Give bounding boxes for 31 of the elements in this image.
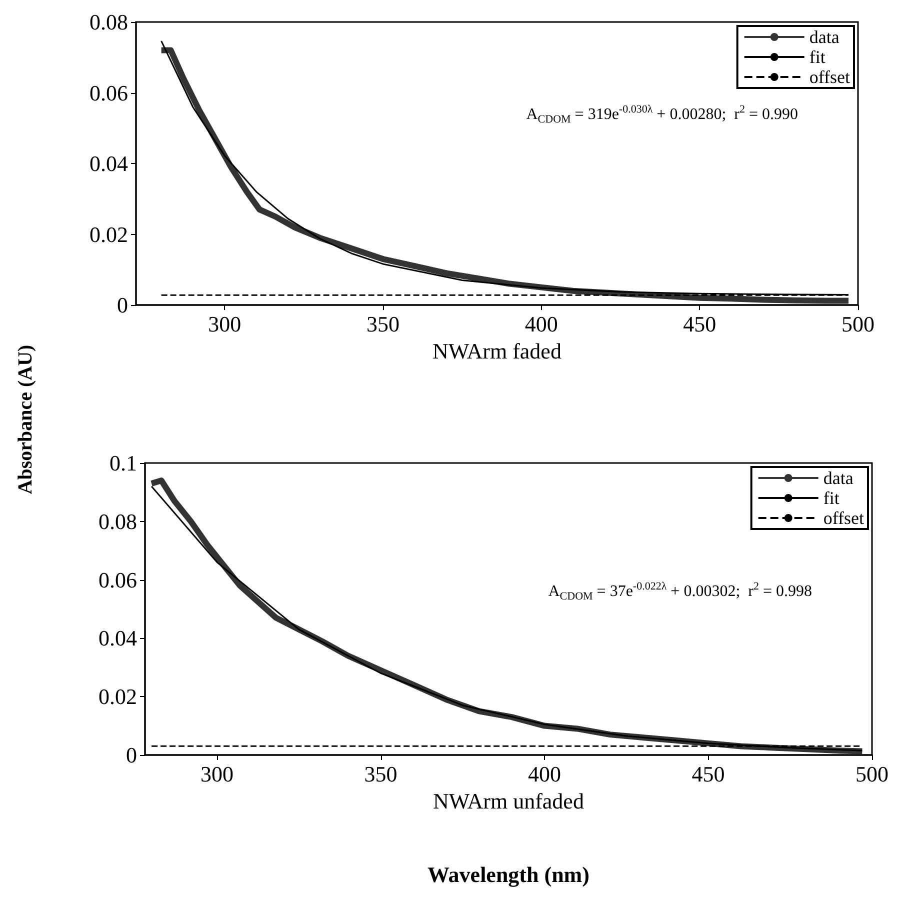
legend-label: data bbox=[809, 27, 840, 47]
x-axis-title: NWArm unfaded bbox=[433, 788, 584, 814]
y-tick-label: 0.08 bbox=[90, 10, 128, 34]
y-tick-label: 0.08 bbox=[98, 508, 137, 534]
legend-label: fit bbox=[809, 47, 826, 67]
legend-label: offset bbox=[809, 67, 850, 87]
y-tick-label: 0.1 bbox=[110, 450, 137, 476]
x-tick-label: 450 bbox=[683, 312, 716, 336]
x-tick-label: 500 bbox=[842, 312, 874, 336]
y-tick-label: 0 bbox=[117, 292, 128, 318]
y-tick-label: 0.06 bbox=[98, 567, 137, 592]
x-tick-label: 500 bbox=[856, 762, 888, 786]
y-tick-label: 0 bbox=[126, 742, 137, 768]
y-tick-label: 0.02 bbox=[98, 684, 137, 710]
legend-label: fit bbox=[823, 488, 840, 508]
y-tick-label: 0.02 bbox=[90, 222, 128, 247]
y-tick-label: 0.04 bbox=[90, 151, 128, 176]
x-tick-label: 450 bbox=[692, 762, 725, 786]
x-tick-label: 300 bbox=[208, 312, 242, 336]
x-tick-label: 350 bbox=[364, 762, 398, 786]
x-tick-label: 300 bbox=[200, 762, 234, 786]
x-axis-title: NWArm faded bbox=[432, 338, 562, 364]
legend-label: data bbox=[823, 468, 854, 488]
x-tick-label: 400 bbox=[528, 762, 562, 786]
x-tick-label: 350 bbox=[366, 312, 400, 336]
y-tick-label: 0.06 bbox=[90, 80, 128, 106]
text: Wavelength (nm) bbox=[426, 862, 590, 888]
y-tick-label: 0.04 bbox=[98, 626, 137, 651]
x-tick-label: 400 bbox=[524, 312, 558, 336]
y-axis-title: Absorbance (AU) bbox=[14, 344, 38, 496]
legend-label: offset bbox=[823, 508, 864, 528]
